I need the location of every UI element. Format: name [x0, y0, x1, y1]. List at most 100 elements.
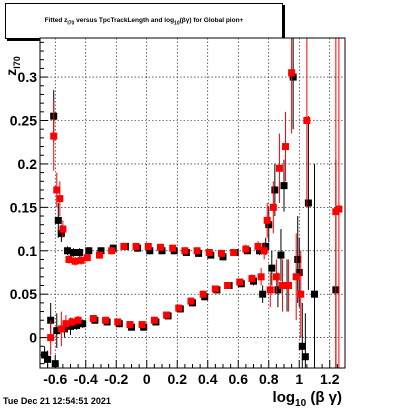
- plot-frame: [39, 37, 346, 369]
- data-point: [294, 255, 302, 263]
- data-point: [95, 251, 103, 259]
- data-point: [303, 117, 311, 124]
- data-point: [224, 282, 232, 289]
- data-point: [89, 315, 97, 322]
- data-point: [193, 247, 201, 255]
- x-tick-label: 0: [143, 371, 151, 387]
- y-tick-label: 0.2: [18, 156, 38, 172]
- timestamp: Tue Dec 21 12:54:51 2021: [3, 396, 111, 406]
- data-point: [53, 327, 61, 335]
- data-point: [57, 325, 65, 333]
- x-axis-title: log10 (β γ): [273, 389, 342, 409]
- data-point: [260, 247, 268, 255]
- data-point: [205, 249, 213, 256]
- data-point: [70, 249, 78, 256]
- chart-title: Fitted zI70 versus TpcTrackLength and lo…: [44, 17, 244, 27]
- data-point: [138, 321, 146, 329]
- plot-area: [40, 38, 345, 368]
- data-point: [120, 242, 128, 250]
- data-point: [68, 318, 76, 326]
- data-point: [277, 251, 285, 259]
- data-point: [217, 249, 225, 257]
- data-point: [304, 199, 312, 207]
- data-point: [288, 69, 296, 77]
- data-point: [169, 244, 177, 252]
- data-point: [163, 311, 171, 319]
- y-tick-label: 0.25: [10, 113, 37, 129]
- data-point: [83, 254, 91, 262]
- data-point: [132, 242, 140, 250]
- data-point: [242, 245, 250, 253]
- data-point: [47, 334, 55, 342]
- data-point: [263, 216, 271, 224]
- data-point: [54, 216, 62, 224]
- data-point: [278, 282, 286, 289]
- data-point: [297, 290, 305, 298]
- y-tick-label: 0.1: [18, 243, 38, 259]
- data-point: [211, 285, 219, 293]
- data-point: [254, 242, 262, 250]
- x-tick-label: 0.4: [198, 371, 218, 387]
- data-point: [274, 286, 282, 294]
- data-point: [73, 321, 81, 329]
- data-point: [146, 247, 154, 255]
- x-tick-label: 0.8: [259, 371, 279, 387]
- data-point: [269, 203, 277, 211]
- data-point: [259, 290, 267, 298]
- data-point: [44, 355, 52, 363]
- y-tick-label: 0: [29, 330, 37, 346]
- x-tick-label: 0.2: [168, 371, 188, 387]
- data-point: [181, 247, 189, 255]
- data-point: [114, 318, 122, 326]
- data-point: [56, 195, 64, 203]
- data-point: [74, 316, 82, 324]
- x-tick-label: -0.2: [104, 371, 128, 387]
- data-point: [292, 273, 300, 281]
- data-point: [301, 353, 309, 361]
- data-point: [275, 164, 283, 172]
- x-tick-label: 1: [295, 371, 303, 387]
- y-tick-label: 0.3: [18, 69, 38, 85]
- data-point: [126, 321, 134, 329]
- data-point: [282, 143, 290, 151]
- data-point: [59, 225, 67, 233]
- data-point: [63, 247, 71, 255]
- x-tick-label: -0.4: [74, 371, 98, 387]
- data-point: [257, 273, 265, 281]
- data-point: [85, 247, 93, 255]
- data-point: [268, 264, 276, 272]
- x-tick-label: 1.2: [320, 371, 340, 387]
- data-point: [199, 290, 207, 298]
- data-point: [102, 316, 110, 324]
- data-point: [272, 273, 280, 281]
- data-point: [65, 255, 73, 263]
- data-point: [262, 242, 270, 250]
- data-point: [156, 243, 164, 251]
- data-point: [311, 290, 318, 298]
- data-point: [77, 256, 85, 264]
- data-point: [271, 186, 279, 194]
- y-tick-label: 0.05: [10, 286, 37, 302]
- data-point: [144, 242, 152, 250]
- x-tick-label: 0.6: [229, 371, 249, 387]
- data-point: [150, 316, 158, 324]
- data-point: [41, 351, 49, 359]
- data-point: [295, 268, 303, 276]
- data-point: [50, 132, 58, 140]
- x-tick-label: -0.6: [43, 371, 67, 387]
- data-point: [256, 247, 264, 255]
- data-point: [71, 257, 79, 265]
- data-point: [57, 229, 65, 237]
- data-point: [67, 322, 74, 330]
- data-point: [175, 304, 183, 312]
- data-point: [298, 342, 306, 350]
- data-point: [62, 320, 70, 328]
- data-point: [285, 282, 293, 289]
- data-point: [280, 182, 288, 190]
- data-point: [76, 249, 84, 256]
- data-point: [108, 247, 116, 255]
- data-point: [230, 249, 238, 256]
- data-point: [289, 73, 297, 81]
- data-point: [266, 286, 274, 294]
